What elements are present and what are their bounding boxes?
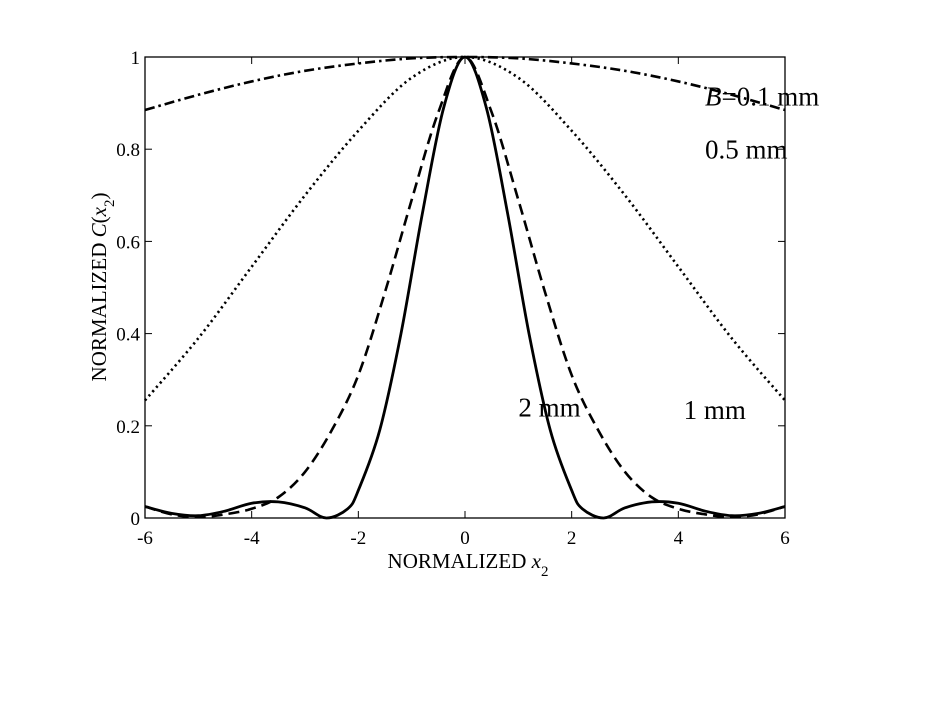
curves (144, 55, 786, 520)
x-tick-labels: -6 -4 -2 0 2 4 6 (137, 528, 790, 549)
x-tick-label: 6 (780, 528, 790, 549)
y-axis-label: NORMALIZED C(x2) (87, 193, 118, 382)
plot-frame (144, 56, 786, 519)
y-tick-label: 1 (131, 48, 141, 69)
curve-dashdot (144, 55, 786, 112)
x-tick-label: 4 (674, 528, 684, 549)
y-tick-label: 0 (131, 509, 141, 530)
curve-annotations: B=0.1 mm 0.5 mm 1 mm 2 mm (518, 81, 819, 424)
curve-dotted (144, 55, 786, 402)
x-tick-label: 0 (460, 528, 470, 549)
annotation-b2: 2 mm (518, 393, 580, 423)
annotation-b01: B=0.1 mm (705, 81, 819, 111)
annotation-b1: 1 mm (684, 395, 746, 425)
y-tick-label: 0.6 (116, 232, 140, 253)
y-tick-label: 0.4 (116, 325, 140, 346)
x-tick-label: -2 (350, 528, 366, 549)
curve-solid (144, 55, 786, 520)
x-tick-label: 2 (567, 528, 577, 549)
x-axis-label: NORMALIZED x2 (388, 549, 549, 580)
curve-dashed (144, 55, 786, 519)
annotation-b05: 0.5 mm (705, 134, 788, 164)
tick-marks (144, 56, 786, 519)
x-tick-label: -4 (244, 528, 260, 549)
x-tick-label: -6 (137, 528, 153, 549)
y-tick-label: 0.2 (116, 417, 140, 438)
y-tick-label: 0.8 (116, 140, 140, 161)
y-tick-labels: 0 0.2 0.4 0.6 0.8 1 (116, 48, 140, 530)
